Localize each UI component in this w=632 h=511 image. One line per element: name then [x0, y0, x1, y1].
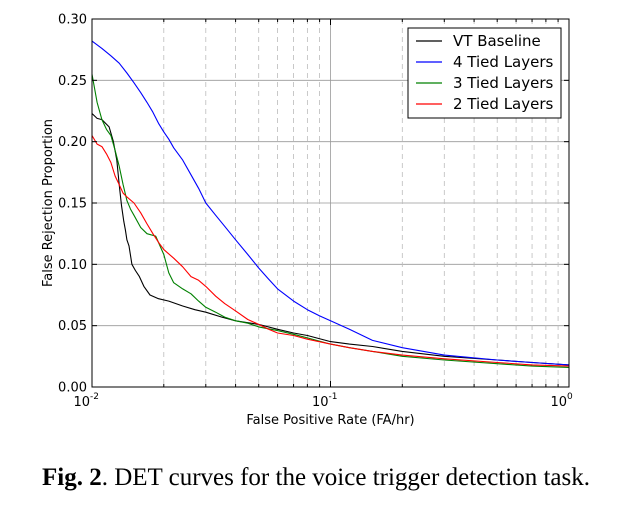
legend-box — [407, 27, 562, 119]
y-tick-label: 0.00 — [58, 381, 87, 396]
x-tick-exponent: -1 — [329, 392, 338, 402]
y-tick-label: 0.05 — [58, 319, 87, 334]
y-tick-label: 0.10 — [58, 258, 87, 273]
series-lines — [91, 40, 570, 368]
x-tick-base: 10 — [550, 395, 567, 410]
x-axis-label: False Positive Rate (FA/hr) — [246, 413, 414, 428]
legend: VT Baseline 4 Tied Layers 3 Tied Layers 2 T… — [407, 27, 562, 119]
legend-label: 2 Tied Layers — [453, 95, 554, 113]
caption-text: . DET curves for the voice trigger detec… — [101, 464, 590, 491]
series-line-1 — [91, 40, 570, 366]
series-line-0 — [91, 113, 570, 366]
x-tick-exponent: 0 — [567, 392, 573, 402]
y-tick-label: 0.20 — [58, 135, 87, 150]
grid — [92, 19, 569, 387]
legend-label: 4 Tied Layers — [453, 53, 554, 71]
x-tick-exponent: -2 — [90, 392, 99, 402]
figure-caption: Fig. 2. DET curves for the voice trigger… — [0, 464, 632, 492]
x-tick-label: 10 0 — [550, 392, 573, 410]
x-tick-base: 10 — [312, 395, 329, 410]
series-line-3 — [91, 135, 570, 367]
x-tick-base: 10 — [73, 395, 90, 410]
figure-label: Fig. 2 — [42, 464, 102, 491]
y-tick-label: 0.30 — [58, 13, 87, 28]
y-tick-label: 0.15 — [58, 197, 87, 212]
legend-label: 3 Tied Layers — [453, 74, 554, 92]
x-tick-label: 10 -2 — [73, 392, 99, 410]
y-tick-label: 0.25 — [58, 74, 87, 89]
legend-label: VT Baseline — [453, 32, 541, 50]
y-axis-label: False Rejection Proportion — [41, 119, 56, 287]
x-tick-label: 10 -1 — [312, 392, 338, 410]
